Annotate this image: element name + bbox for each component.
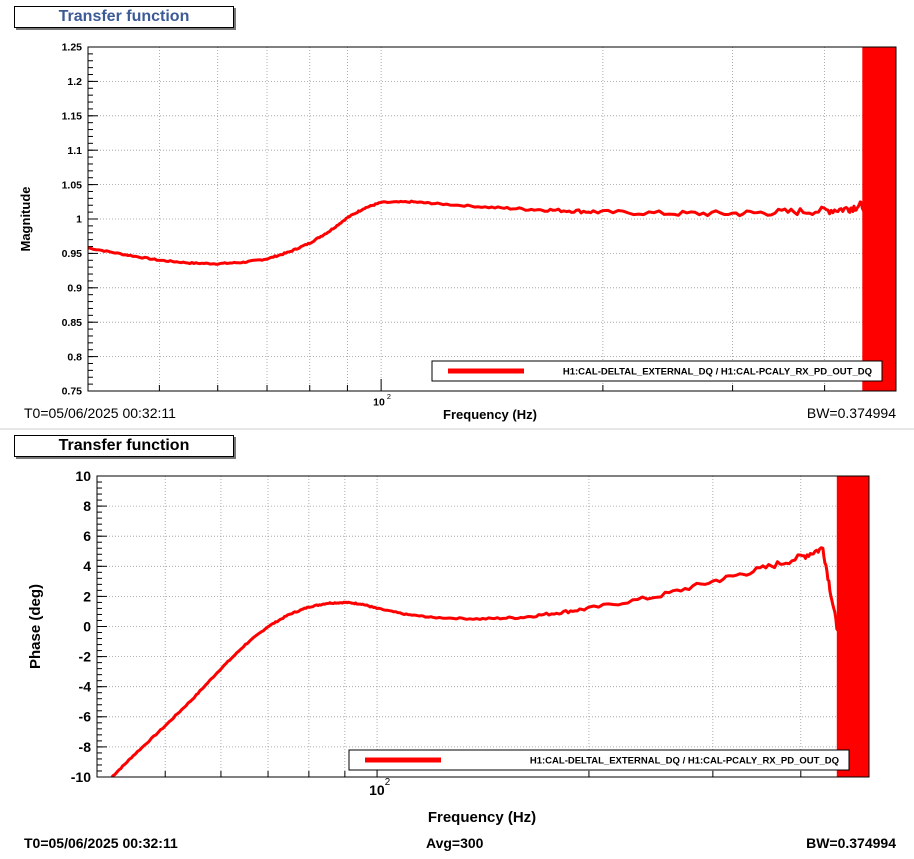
mag-frame — [87, 46, 897, 392]
mag-y-tick-label: 0.9 — [67, 282, 82, 294]
phase-panel: Transfer function -10 -8 -6 -4 -2 0 2 4 6 8 10 10 2 F… — [0, 430, 914, 859]
mag-y-tick-label: 1.15 — [62, 110, 83, 122]
phase-y-tick-label: 8 — [83, 498, 91, 514]
phase-y-tick-label: 0 — [83, 618, 91, 634]
magnitude-title: Transfer function — [14, 6, 234, 28]
phase-y-tick-label: 10 — [75, 468, 91, 484]
mag-series-line — [88, 199, 896, 266]
phase-legend-label: H1:CAL-DELTAL_EXTERNAL_DQ / H1:CAL-PCALY… — [530, 756, 839, 767]
mag-grid — [88, 46, 896, 392]
mag-y-tick-label: 1.1 — [67, 145, 82, 157]
phase-title: Transfer function — [14, 435, 234, 457]
mag-y-tick-label: 1 — [76, 214, 82, 226]
phase-legend-box — [348, 749, 850, 771]
mag-y-tick-label: 1.2 — [67, 76, 82, 88]
magnitude-chart: 0.75 0.8 0.85 0.9 0.95 1 1.05 1.1 1.15 1.2 1.25 10 2… — [18, 42, 897, 422]
phase-y-tick-label: -6 — [79, 709, 92, 725]
mag-y-tick-label: 1.25 — [62, 42, 83, 54]
mag-legend-box — [431, 360, 883, 382]
phase-y-tick-label: -10 — [71, 769, 91, 785]
phase-series-group — [110, 476, 869, 777]
phase-series-line — [110, 546, 868, 777]
phase-x-tick-label: 10 — [369, 782, 385, 798]
phase-y-tick-label: -8 — [79, 739, 92, 755]
mag-y-tick-label: 0.85 — [62, 317, 83, 329]
magnitude-panel: Transfer function 0.75 0.8 0.85 0.9 0.95 1 1.0… — [0, 0, 914, 429]
mag-y-tick-label: 0.95 — [62, 248, 83, 260]
magnitude-t0-label: T0=05/06/2025 00:32:11 — [24, 405, 176, 421]
phase-bw-label: BW=0.374994 — [806, 835, 896, 851]
phase-frame — [96, 475, 870, 778]
phase-avg-label: Avg=300 — [426, 835, 484, 851]
mag-y-tick-label: 0.75 — [62, 386, 83, 398]
phase-y-tick-label: -2 — [79, 649, 92, 665]
phase-noise-region — [836, 476, 869, 777]
phase-y-axis-label: Phase (deg) — [27, 584, 44, 669]
mag-noise-region — [862, 47, 896, 391]
mag-y-tick-label: 1.05 — [62, 179, 83, 191]
phase-x-tick-exponent: 2 — [385, 777, 390, 788]
mag-x-tick-label: 10 — [373, 397, 385, 409]
phase-x-axis-label: Frequency (Hz) — [428, 809, 536, 826]
phase-y-tick-label: -4 — [79, 679, 92, 695]
phase-grid — [97, 475, 869, 778]
mag-y-tick-label: 0.8 — [67, 351, 82, 363]
phase-y-tick-label: 2 — [83, 588, 91, 604]
magnitude-bw-label: BW=0.374994 — [806, 405, 896, 421]
phase-t0-label: T0=05/06/2025 00:32:11 — [24, 835, 178, 851]
mag-x-tick-exponent: 2 — [387, 392, 391, 401]
phase-y-tick-label: 6 — [83, 528, 91, 544]
mag-legend-label: H1:CAL-DELTAL_EXTERNAL_DQ / H1:CAL-PCALY… — [563, 367, 872, 378]
phase-y-tick-label: 4 — [83, 558, 91, 574]
mag-x-axis-label: Frequency (Hz) — [443, 407, 537, 422]
mag-y-axis-label: Magnitude — [18, 187, 33, 252]
mag-series-group — [88, 47, 896, 391]
